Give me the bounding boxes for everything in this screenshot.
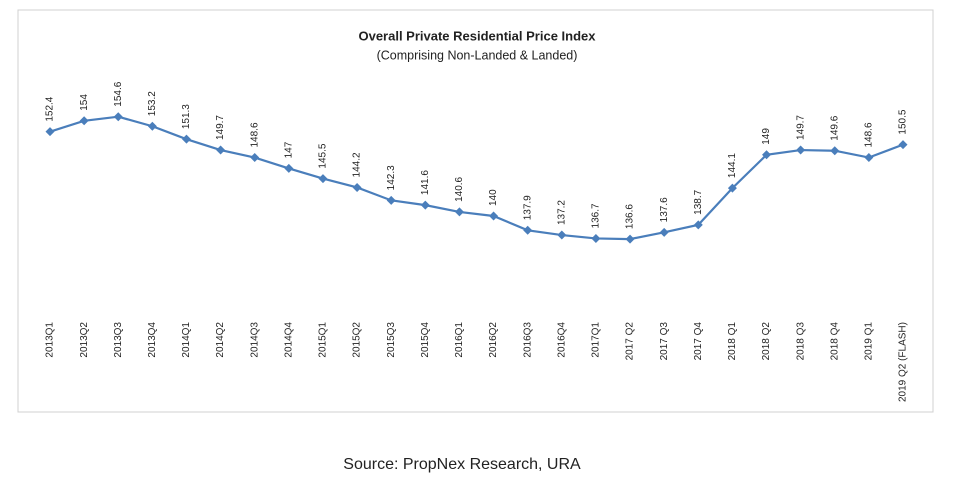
x-tick-label: 2013Q3 [113,322,124,358]
data-label: 138.7 [693,189,704,214]
data-label: 142.3 [386,165,397,190]
data-label: 152.4 [45,96,56,121]
x-tick-label: 2017 Q3 [659,322,670,361]
data-label: 136.6 [625,204,636,229]
data-label: 144.1 [727,153,738,178]
marker [659,227,669,237]
x-tick-label: 2018 Q4 [829,322,840,361]
data-label: 136.7 [591,203,602,228]
data-label: 145.5 [318,143,329,168]
marker [45,127,55,137]
x-tick-label: 2014Q4 [283,322,294,358]
x-tick-label: 2013Q2 [79,322,90,358]
data-label: 144.2 [352,152,363,177]
x-tick-label: 2018 Q1 [727,322,738,361]
data-label: 137.6 [659,197,670,222]
chart-subtitle: (Comprising Non-Landed & Landed) [377,48,578,62]
marker [762,150,772,160]
marker [523,225,533,235]
data-label: 148.6 [249,122,260,147]
data-label: 153.2 [147,91,158,116]
marker [830,146,840,156]
marker [79,116,89,126]
marker [420,200,430,210]
data-label: 140.6 [454,176,465,201]
marker [113,112,123,122]
x-tick-label: 2018 Q3 [795,322,806,361]
marker [250,153,260,163]
marker [147,121,157,131]
x-tick-label: 2018 Q2 [761,322,772,361]
data-label: 149 [761,128,772,145]
x-tick-label: 2019 Q1 [864,322,875,361]
marker [489,211,499,221]
x-tick-label: 2016Q1 [454,322,465,358]
marker [693,220,703,230]
data-label: 150.5 [898,109,909,134]
x-tick-label: 2017 Q4 [693,322,704,361]
data-label: 149.6 [829,115,840,140]
x-tick-label: 2015Q2 [352,322,363,358]
data-label: 149.7 [795,115,806,140]
x-tick-label: 2013Q4 [147,322,158,358]
x-tick-label: 2017Q1 [591,322,602,358]
marker [727,183,737,193]
x-tick-label: 2019 Q2 (FLASH) [898,322,909,402]
x-tick-label: 2015Q3 [386,322,397,358]
x-tick-label: 2016Q2 [488,322,499,358]
line [49,115,904,241]
x-tick-label: 2015Q4 [420,322,431,358]
data-label: 140 [488,189,499,206]
marker [181,134,191,144]
data-label: 149.7 [215,115,226,140]
marker [625,234,635,244]
x-tick-label: 2016Q3 [522,322,533,358]
marker [352,182,362,192]
marker [898,140,908,150]
x-tick-label: 2015Q1 [318,322,329,358]
marker [318,174,328,184]
marker [386,195,396,205]
marker [284,163,294,173]
chart-title: Overall Private Residential Price Index [358,28,596,43]
data-label: 148.6 [864,122,875,147]
data-label: 137.9 [522,195,533,220]
marker [216,145,226,155]
x-tick-label: 2014Q1 [181,322,192,358]
x-tick-label: 2014Q2 [215,322,226,358]
data-label: 141.6 [420,170,431,195]
marker [454,207,464,217]
marker [796,145,806,155]
data-label: 147 [283,141,294,158]
chart-border [17,9,934,413]
marker [557,230,567,240]
marker [864,153,874,163]
marker [591,233,601,243]
data-label: 151.3 [181,104,192,129]
data-label: 154 [79,94,90,111]
x-tick-label: 2016Q4 [556,322,567,358]
source-note: Source: PropNex Research, URA [343,456,581,473]
x-tick-label: 2017 Q2 [625,322,636,361]
data-label: 154.6 [113,81,124,106]
data-label: 137.2 [556,200,567,225]
x-tick-label: 2013Q1 [45,322,56,358]
x-tick-label: 2014Q3 [249,322,260,358]
